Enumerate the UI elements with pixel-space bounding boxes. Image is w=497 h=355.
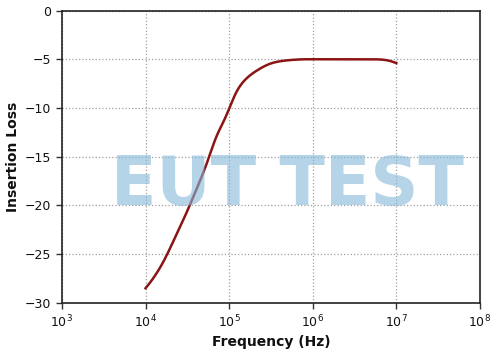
- Text: EUT TEST: EUT TEST: [111, 153, 464, 219]
- Y-axis label: Insertion Loss: Insertion Loss: [5, 102, 19, 212]
- X-axis label: Frequency (Hz): Frequency (Hz): [212, 335, 330, 349]
